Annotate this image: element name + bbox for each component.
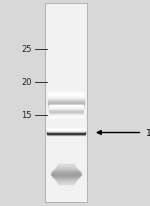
Text: 15: 15 (21, 111, 32, 120)
Text: 20: 20 (21, 78, 32, 87)
Text: 18 kDa: 18 kDa (146, 128, 150, 137)
Text: 25: 25 (21, 45, 32, 54)
Bar (45, 4, 87, 202)
